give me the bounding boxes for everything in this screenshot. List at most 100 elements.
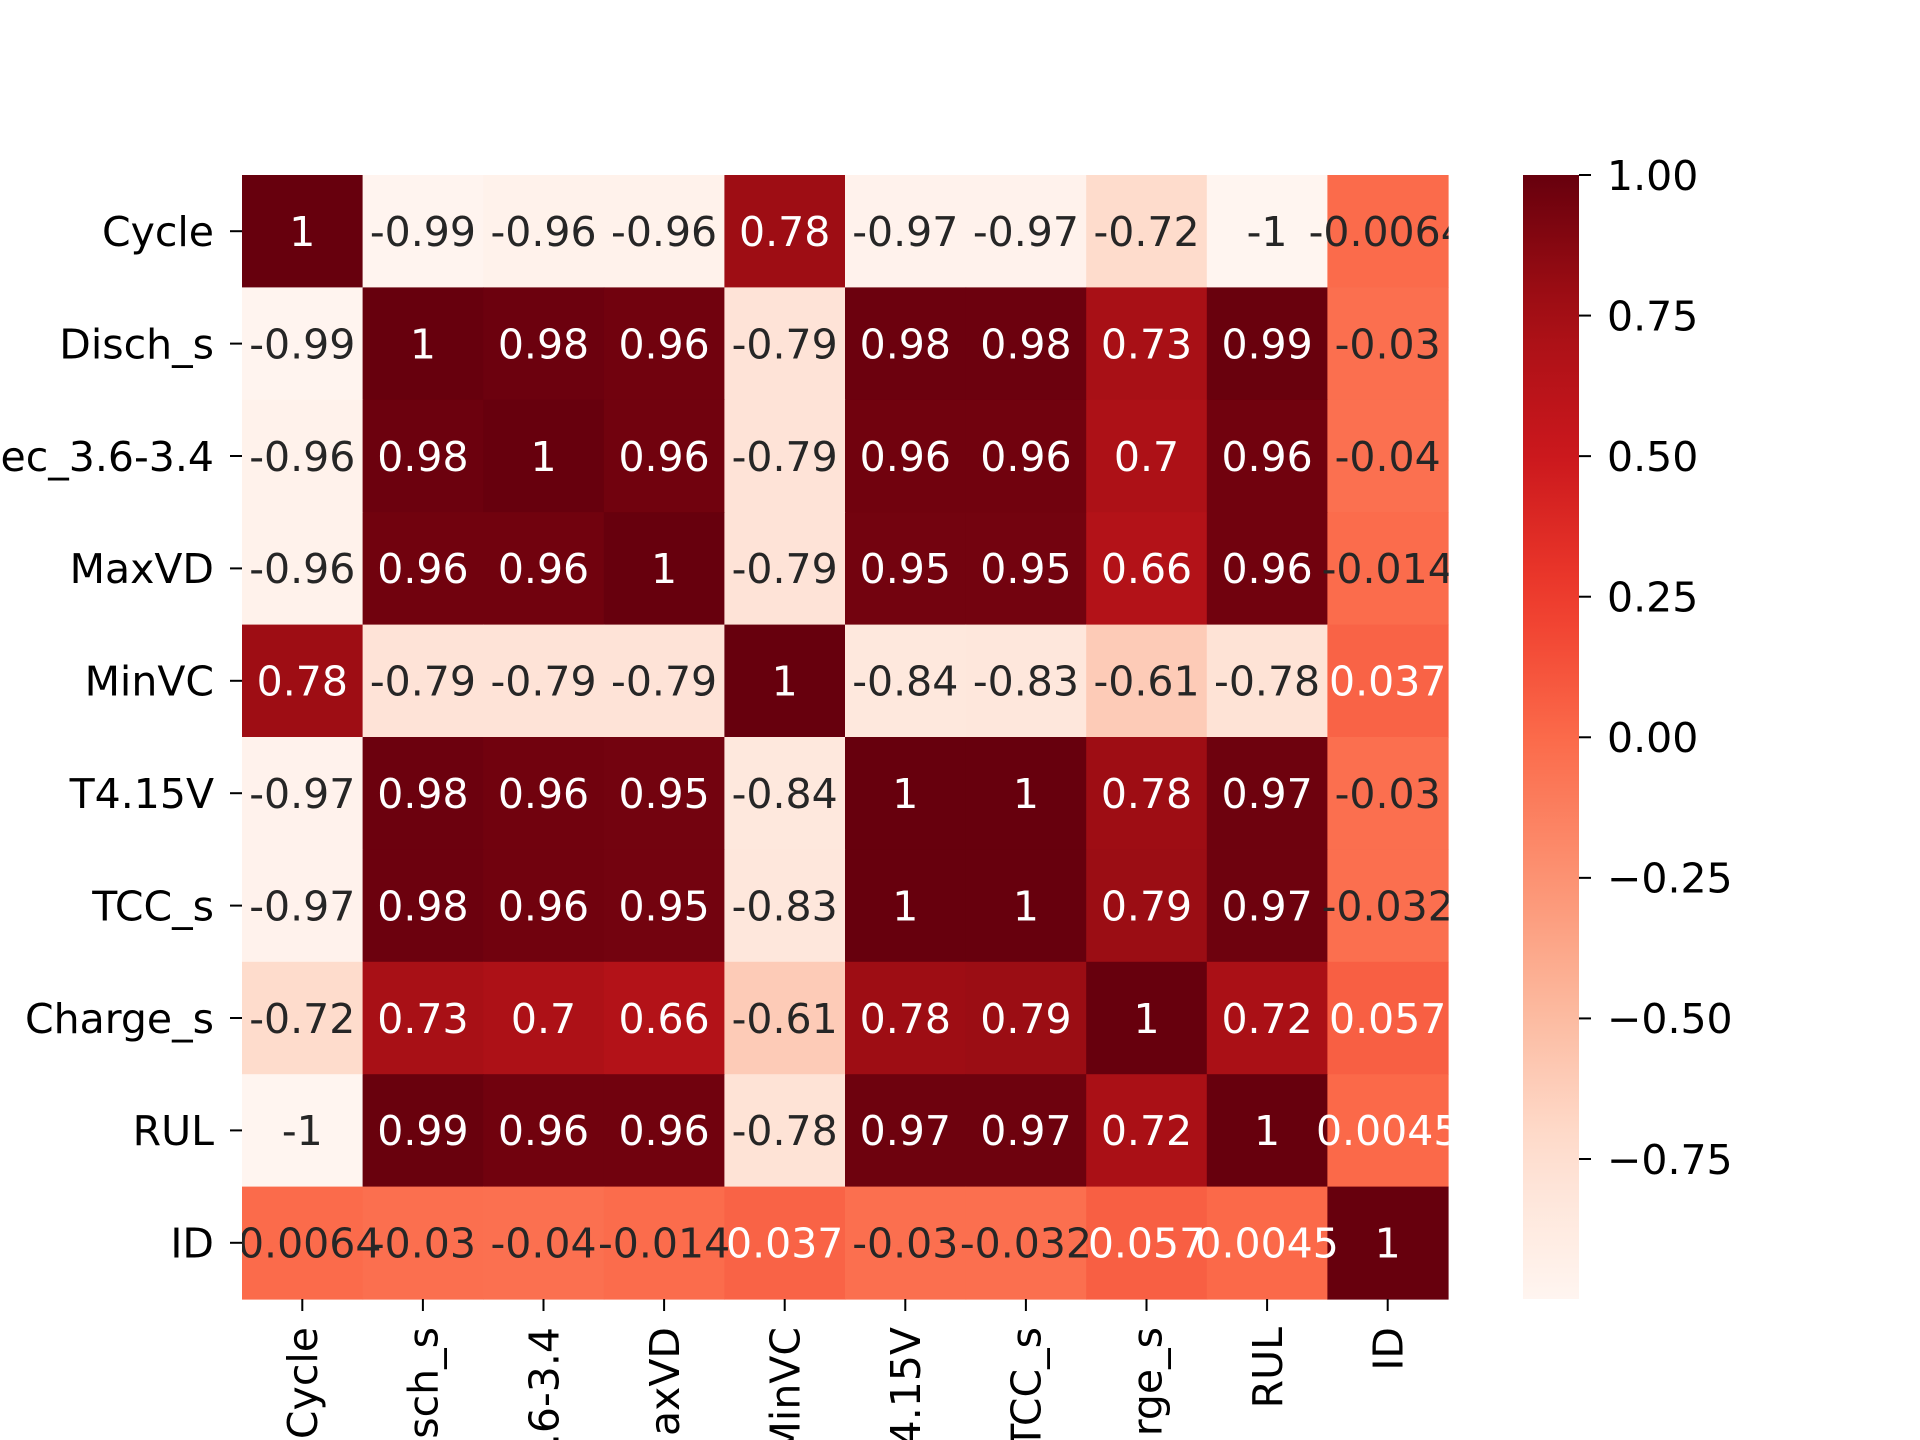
y-tick-label: Disch_s [59, 320, 214, 368]
cell-annotation: 0.96 [980, 433, 1071, 481]
cell-annotation: -0.04 [490, 1220, 596, 1268]
cell-annotation: 0.78 [860, 995, 951, 1043]
colorbar: 1.00 0.75 0.50 0.25 0.00 −0.25 −0.50 −0.75 [1523, 152, 1733, 1299]
heatmap-cell [603, 961, 725, 1075]
heatmap-cell [845, 849, 967, 963]
cell-annotation: 1 [289, 208, 315, 256]
heatmap-cell [483, 175, 605, 288]
heatmap-cell [1206, 1186, 1328, 1300]
heatmap-cell [965, 175, 1087, 288]
heatmap-cell [1206, 849, 1328, 963]
heatmap-cell [965, 849, 1087, 963]
cell-annotation: 0.98 [377, 770, 468, 818]
x-tick-label: .6-3.4 [520, 1327, 568, 1440]
heatmap-cell [1206, 287, 1328, 401]
heatmap-cell [845, 399, 967, 513]
heatmap-cell [603, 287, 725, 401]
cell-annotation: 1 [772, 658, 798, 706]
heatmap-cell [965, 1074, 1087, 1188]
heatmap-cell [603, 1074, 725, 1188]
heatmap-cell [242, 512, 364, 626]
cell-annotation: 1 [530, 433, 556, 481]
cell-annotation: -0.99 [370, 208, 476, 256]
heatmap-cell [1086, 849, 1208, 963]
cell-annotation: -0.96 [490, 208, 596, 256]
y-tick-label: TCC_s [91, 882, 214, 930]
cell-annotation: 0.98 [377, 882, 468, 930]
cell-annotation: 0.78 [1101, 770, 1192, 818]
heatmap-cell [362, 399, 484, 513]
heatmap-cell [965, 287, 1087, 401]
heatmap-cell [1206, 512, 1328, 626]
heatmap-cell [724, 961, 846, 1075]
cell-annotation: 0.0045 [1195, 1220, 1338, 1268]
cell-annotation: 0.057 [1329, 995, 1446, 1043]
heatmap-cell [1206, 1074, 1328, 1188]
cell-annotation: 0.98 [860, 320, 951, 368]
heatmap-cell [483, 849, 605, 963]
cell-annotation: 0.98 [377, 433, 468, 481]
cell-annotation: -0.84 [852, 658, 958, 706]
cell-annotation: 0.78 [257, 658, 348, 706]
heatmap-cell [1086, 399, 1208, 513]
cell-annotation: -0.97 [973, 208, 1079, 256]
y-tick-label: ID [170, 1220, 214, 1268]
heatmap-cell [483, 399, 605, 513]
x-tick-label: MaxVD [641, 1327, 689, 1440]
cell-annotation: 0.7 [1114, 433, 1179, 481]
cell-annotation: -0.96 [611, 208, 717, 256]
colorbar-tick-label: 0.00 [1607, 714, 1698, 762]
cell-annotation: 0.72 [1101, 1107, 1192, 1155]
cell-annotation: 1 [1013, 770, 1039, 818]
heatmap-cell [845, 961, 967, 1075]
heatmap-cell [242, 961, 364, 1075]
y-tick-label: Charge_s [25, 995, 214, 1043]
cell-annotation: 1 [1375, 1220, 1401, 1268]
heatmap-cell [362, 1074, 484, 1188]
heatmap-cell [724, 1074, 846, 1188]
heatmap-cell [724, 624, 846, 738]
cell-annotation: -0.61 [732, 995, 838, 1043]
heatmap-cells [242, 175, 1449, 1300]
cell-annotation: 0.97 [1221, 770, 1312, 818]
heatmap-cell [483, 512, 605, 626]
cell-annotation: -0.79 [732, 545, 838, 593]
heatmap-cell [724, 1186, 846, 1300]
cell-annotation: 0.96 [377, 545, 468, 593]
cell-annotation: -0.03 [852, 1220, 958, 1268]
heatmap-cell [1327, 737, 1449, 850]
heatmap-cell [1327, 961, 1449, 1075]
heatmap-cell [1327, 624, 1449, 738]
heatmap-cell [242, 287, 364, 401]
cell-annotation: 0.79 [1101, 882, 1192, 930]
cell-annotation: 0.95 [618, 882, 709, 930]
colorbar-tick-label: −0.50 [1607, 995, 1733, 1043]
cell-annotation: -0.97 [249, 770, 355, 818]
cell-annotation: -0.79 [732, 433, 838, 481]
heatmap-cell [483, 1186, 605, 1300]
heatmap-annotations: 1 -0.99 -0.96 -0.96 0.78 -0.97 -0.97 -0.72 -1 -0.… [242, 208, 1454, 1268]
heatmap-cell [242, 1186, 364, 1300]
heatmap-cell [845, 175, 967, 288]
heatmap-cell [1327, 1186, 1449, 1300]
cell-annotation: -1 [1247, 208, 1288, 256]
cell-annotation: -0.014 [1322, 545, 1454, 593]
heatmap-cell [1206, 961, 1328, 1075]
colorbar-tick-label: −0.25 [1607, 855, 1733, 903]
heatmap-cell [362, 512, 484, 626]
heatmap-cell [1086, 512, 1208, 626]
cell-annotation: -0.96 [249, 433, 355, 481]
heatmap-cell [1086, 287, 1208, 401]
heatmap-cell [362, 961, 484, 1075]
cell-annotation: -0.72 [1093, 208, 1199, 256]
cell-annotation: -0.61 [1093, 658, 1199, 706]
heatmap-cell [362, 624, 484, 738]
cell-annotation: -1 [282, 1107, 323, 1155]
y-tick-label: T4.15V [69, 770, 214, 818]
heatmap-cell [362, 1186, 484, 1300]
cell-annotation: -0.04 [1335, 433, 1441, 481]
cell-annotation: 0.95 [618, 770, 709, 818]
colorbar-tick-label: 1.00 [1607, 152, 1698, 200]
heatmap-cell [1086, 1186, 1208, 1300]
